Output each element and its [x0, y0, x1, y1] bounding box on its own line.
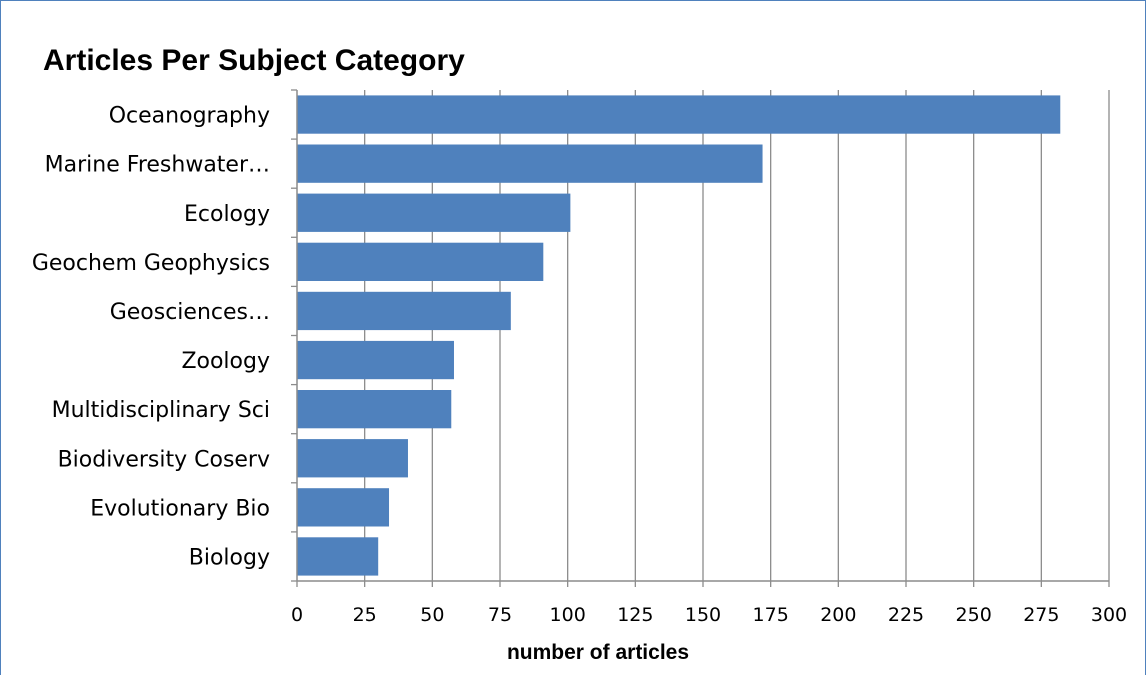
x-tick-label: 125 [617, 604, 653, 626]
x-tick-label: 300 [1091, 604, 1127, 626]
x-tick-label: 25 [353, 604, 377, 626]
category-label: Oceanography [109, 104, 270, 129]
category-label: Geochem Geophysics [32, 251, 270, 276]
x-tick-label: 175 [753, 604, 789, 626]
x-axis-title: number of articles [507, 641, 689, 664]
bar [297, 242, 544, 281]
category-label: Zoology [181, 349, 270, 374]
bar [297, 291, 511, 331]
axes [291, 89, 1110, 587]
category-labels: Oceanography Marine Freshwater… Ecology Geo… [32, 104, 270, 571]
bar [297, 144, 763, 183]
x-tick-label: 200 [820, 604, 856, 626]
x-tick-label: 225 [888, 604, 924, 626]
bar [297, 488, 390, 527]
category-label: Multidisciplinary Sci [52, 398, 270, 423]
x-tick-label: 150 [685, 604, 721, 626]
bar [297, 439, 408, 478]
bar [297, 537, 379, 576]
x-tick-label: 0 [291, 604, 303, 626]
x-tick-label: 250 [956, 604, 992, 626]
x-tick-label: 100 [550, 604, 586, 626]
x-tick-label: 275 [1023, 604, 1059, 626]
category-label: Ecology [184, 202, 270, 227]
bar [297, 95, 1061, 134]
bars [297, 95, 1061, 576]
x-tick-label: 50 [420, 604, 444, 626]
category-label: Biology [189, 545, 270, 570]
category-label: Evolutionary Bio [90, 496, 270, 521]
bar [297, 193, 571, 232]
chart-title: Articles Per Subject Category [43, 44, 465, 77]
category-label: Marine Freshwater… [45, 153, 270, 178]
category-label: Geosciences… [110, 300, 270, 325]
category-label: Biodiversity Coserv [58, 447, 270, 472]
bar [297, 390, 452, 429]
bar [297, 340, 454, 380]
x-tick-label: 75 [488, 604, 512, 626]
x-tick-labels: 0 25 50 75 100 125 150 175 200 225 250 275 300 [291, 604, 1127, 626]
